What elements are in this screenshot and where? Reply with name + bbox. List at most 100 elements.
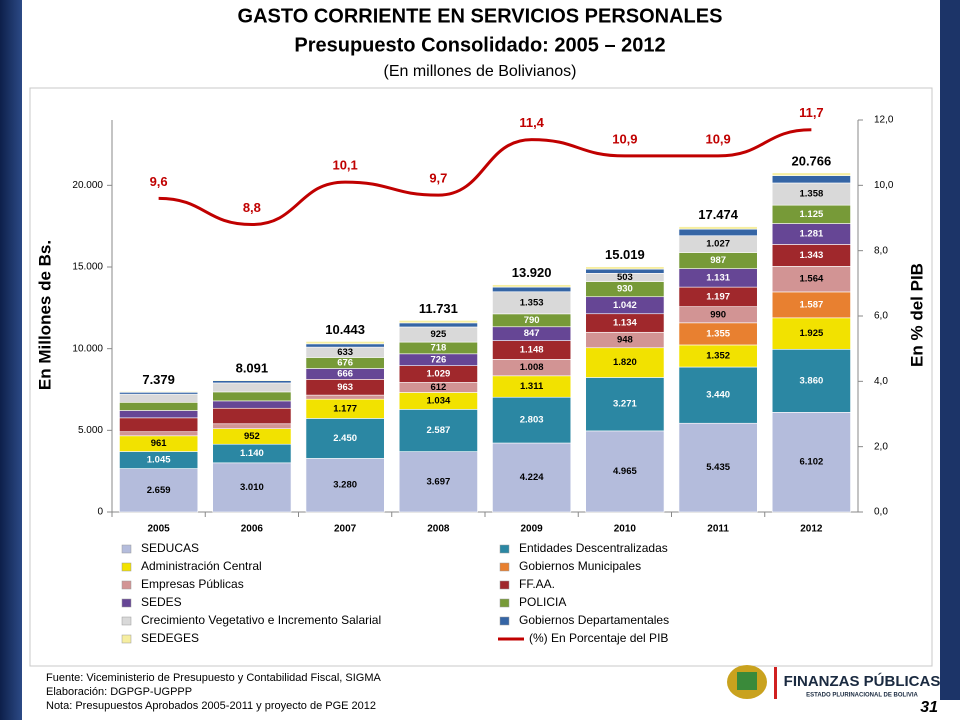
logo-title: FINANZAS PÚBLICAS — [784, 672, 941, 690]
bar-segment — [771, 266, 851, 293]
logo-subtitle: ESTADO PLURINACIONAL DE BOLIVIA — [806, 693, 918, 699]
bar-segment — [771, 348, 851, 413]
units: (En millones de Bolivianos) — [384, 63, 577, 80]
title: GASTO CORRIENTE EN SERVICIOS PERSONALES — [238, 5, 723, 27]
segment-label: 790 — [524, 315, 540, 326]
line-label: 10,9 — [705, 131, 730, 146]
segment-label: 2.587 — [426, 425, 450, 436]
bar-segment — [398, 322, 478, 328]
segment-label: 1.281 — [799, 228, 823, 239]
legend-swatch — [499, 562, 510, 572]
legend-label: Gobiernos Municipales — [519, 559, 641, 573]
y2-tick-label: 10,0 — [874, 180, 894, 191]
segment-label: 612 — [430, 382, 446, 393]
segment-label: 503 — [617, 272, 633, 283]
segment-label: 952 — [244, 431, 260, 442]
legend-label: FF.AA. — [519, 577, 555, 591]
x-tick-label: 2009 — [521, 524, 544, 535]
bar-segment — [119, 431, 199, 437]
y2-tick-label: 2,0 — [874, 441, 888, 452]
line-label: 9,7 — [429, 171, 447, 186]
segment-label: 1.125 — [799, 209, 823, 220]
legend-swatch — [499, 598, 510, 608]
segment-label: 1.177 — [333, 403, 357, 414]
legend-swatch — [499, 580, 510, 590]
segment-label: 5.435 — [706, 462, 730, 473]
segment-label: 847 — [524, 328, 540, 339]
segment-label: 2.803 — [520, 415, 544, 426]
legend-label: Gobiernos Departamentales — [519, 613, 669, 627]
bar-segment — [492, 284, 572, 288]
legend-swatch — [121, 544, 132, 554]
segment-label: 1.353 — [520, 297, 544, 308]
segment-label: 666 — [337, 368, 353, 379]
bar-segment — [119, 410, 199, 419]
segment-label: 726 — [430, 354, 446, 365]
bar-segment — [585, 266, 665, 270]
segment-label: 1.042 — [613, 300, 637, 311]
segment-label: 1.355 — [706, 328, 730, 339]
bar-segment — [678, 226, 758, 230]
segment-label: 987 — [710, 255, 726, 266]
y-tick-label: 5.000 — [78, 425, 103, 436]
y-tick-label: 15.000 — [72, 262, 103, 273]
legend-swatch — [121, 562, 132, 572]
logo-divider — [774, 667, 777, 699]
segment-label: 1.197 — [706, 291, 730, 302]
segment-label: 3.280 — [333, 480, 357, 491]
segment-label: 963 — [337, 382, 353, 393]
bar-segment — [585, 377, 665, 432]
segment-label: 1.140 — [240, 448, 264, 459]
bar-segment — [119, 402, 199, 411]
y2-tick-label: 8,0 — [874, 245, 888, 256]
segment-label: 1.311 — [520, 381, 544, 392]
segment-label: 1.008 — [520, 362, 544, 373]
segment-label: 1.587 — [799, 299, 823, 310]
y2-tick-label: 12,0 — [874, 115, 894, 126]
coat-of-arms-shield — [737, 672, 757, 690]
segment-label: 676 — [337, 357, 353, 368]
bar-segment — [119, 391, 199, 393]
bar-segment — [771, 412, 851, 513]
legend-label: SEDES — [141, 595, 182, 609]
segment-label: 3.860 — [799, 375, 823, 386]
bar-segment — [305, 394, 385, 400]
bar-segment — [119, 417, 199, 433]
segment-label: 1.045 — [147, 455, 171, 466]
segment-label: 948 — [617, 335, 633, 346]
legend-label: Crecimiento Vegetativo e Incremento Sala… — [141, 613, 381, 627]
segment-label: 990 — [710, 309, 726, 320]
segment-label: 3.271 — [613, 399, 637, 410]
bar-segment — [398, 320, 478, 324]
segment-label: 4.224 — [520, 472, 544, 483]
bar-segment — [771, 172, 851, 176]
footer-note: Elaboración: DGPGP-UGPPP — [46, 686, 192, 698]
segment-label: 1.029 — [426, 369, 450, 380]
subtitle: Presupuesto Consolidado: 2005 – 2012 — [294, 34, 665, 56]
x-tick-label: 2011 — [707, 524, 729, 535]
bar-segment — [212, 380, 292, 384]
segment-label: 718 — [430, 342, 446, 353]
legend-label: (%) En Porcentaje del PIB — [529, 631, 668, 645]
bar-segment — [492, 286, 572, 293]
bar-segment — [398, 409, 478, 452]
legend-label: SEDEGES — [141, 631, 199, 645]
x-tick-label: 2005 — [148, 524, 171, 535]
bar-segment — [212, 391, 292, 402]
bar-segment — [212, 382, 292, 393]
bar-segment — [678, 366, 758, 424]
y-axis-label: En Millones de Bs. — [35, 240, 54, 390]
segment-label: 1.034 — [426, 395, 450, 406]
total-label: 17.474 — [698, 207, 739, 222]
segment-label: 3.010 — [240, 482, 264, 493]
bar-segment — [771, 291, 851, 319]
y-tick-label: 20.000 — [72, 180, 103, 191]
segment-label: 1.358 — [799, 189, 823, 200]
y2-axis-label: En % del PIB — [907, 263, 926, 367]
bar-segment — [305, 343, 385, 348]
legend-swatch — [121, 634, 132, 644]
x-tick-label: 2012 — [800, 524, 823, 535]
segment-label: 1.131 — [706, 272, 730, 283]
bar-segment — [678, 228, 758, 237]
